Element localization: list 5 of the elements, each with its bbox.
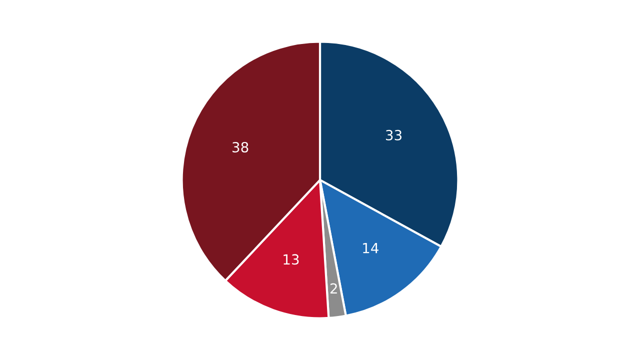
data-label: 38 <box>232 142 248 152</box>
data-label: 13 <box>284 254 299 265</box>
data-label: 14 <box>363 243 378 254</box>
data-label: 2 <box>330 283 337 294</box>
data-label: 33 <box>386 130 402 140</box>
